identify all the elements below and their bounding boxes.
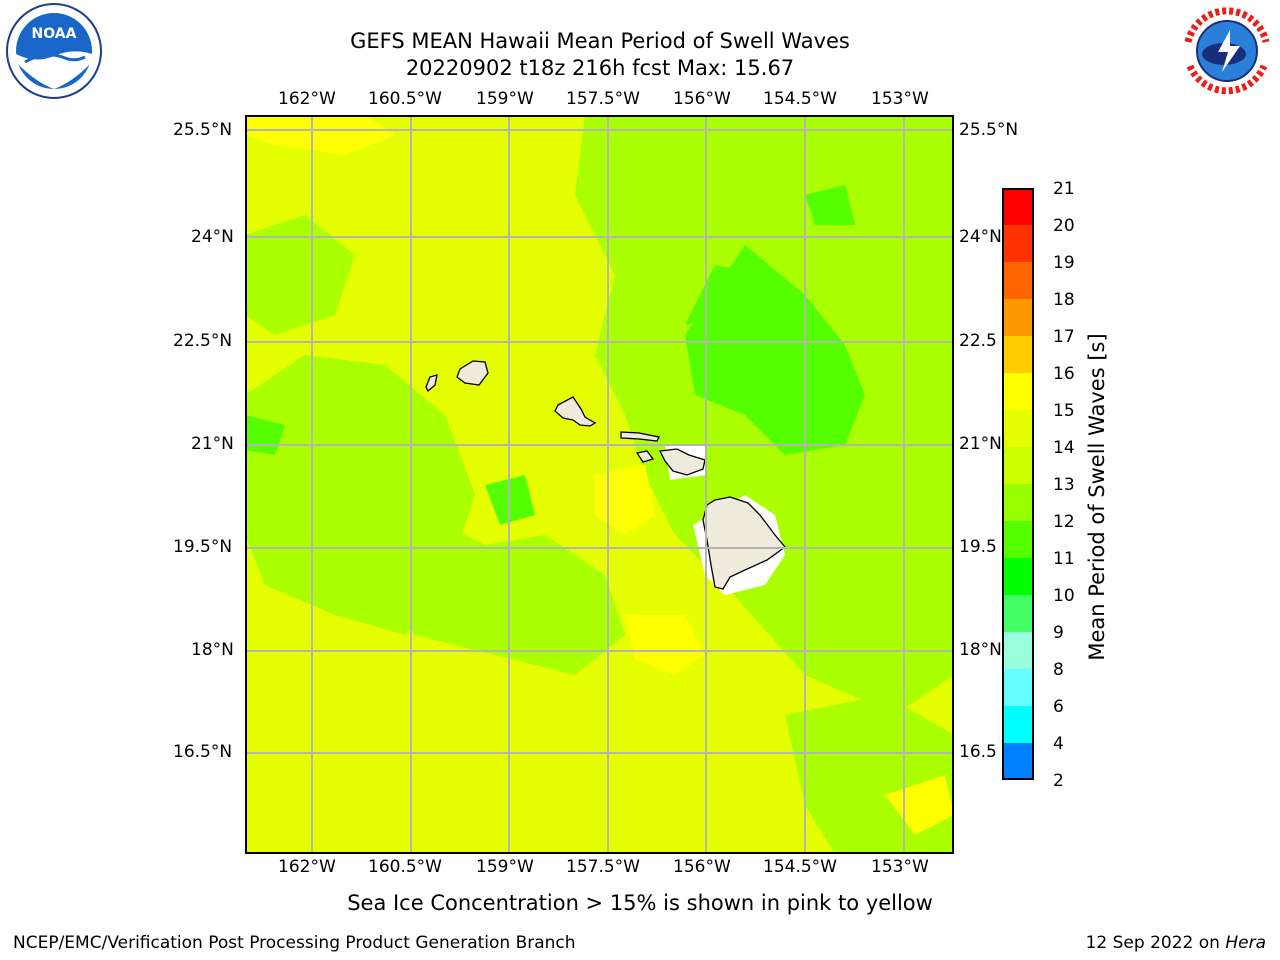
island-maui bbox=[659, 448, 706, 476]
island-niihau bbox=[425, 374, 438, 393]
nws-logo bbox=[1178, 2, 1276, 100]
colorbar bbox=[1002, 188, 1034, 780]
colorbar-tick: 20 bbox=[1053, 216, 1075, 236]
colorbar-tick: 9 bbox=[1053, 623, 1064, 643]
field-region-lime bbox=[365, 515, 625, 675]
host-name: Hera bbox=[1225, 933, 1266, 953]
lat-tick-right: 18°N bbox=[959, 640, 1002, 660]
lat-tick-left: 21°N bbox=[191, 434, 234, 454]
lat-tick-right: 21°N bbox=[959, 434, 1002, 454]
island-lanai bbox=[635, 450, 655, 463]
colorbar-tick: 8 bbox=[1053, 660, 1064, 680]
field-region-yellow bbox=[625, 615, 705, 675]
plot-title-line2: 20220902 t18z 216h fcst Max: 15.67 bbox=[405, 56, 795, 80]
field-region-green bbox=[805, 185, 855, 225]
colorbar-swatches bbox=[1002, 188, 1034, 780]
lon-tick-bottom: 156°W bbox=[673, 857, 731, 877]
colorbar-tick: 2 bbox=[1053, 771, 1064, 791]
field-region-yellow bbox=[245, 115, 395, 155]
colorbar-tick: 10 bbox=[1053, 586, 1075, 606]
lat-tick-right: 22.5 bbox=[959, 331, 997, 351]
sea-ice-caption: Sea Ice Concentration > 15% is shown in … bbox=[347, 891, 933, 915]
field-region-yellow bbox=[595, 465, 655, 535]
run-date: 12 Sep 2022 on Hera bbox=[1086, 933, 1266, 953]
field-region-yellow bbox=[885, 775, 954, 835]
lon-tick-bottom: 153°W bbox=[871, 857, 929, 877]
lon-tick-top: 154.5°W bbox=[763, 89, 837, 109]
island-kauai bbox=[456, 360, 489, 386]
field-region-lime bbox=[245, 215, 355, 335]
colorbar-tick: 19 bbox=[1053, 253, 1075, 273]
colorbar-tick: 4 bbox=[1053, 734, 1064, 754]
colorbar-tick: 18 bbox=[1053, 290, 1075, 310]
run-date-text: 12 Sep 2022 on bbox=[1085, 933, 1220, 953]
producer-credit: NCEP/EMC/Verification Post Processing Pr… bbox=[13, 933, 576, 953]
lon-tick-bottom: 160.5°W bbox=[368, 857, 442, 877]
colorbar-tick: 13 bbox=[1053, 475, 1075, 495]
map-panel bbox=[245, 115, 954, 854]
lon-tick-top: 159°W bbox=[476, 89, 534, 109]
lat-tick-left: 25.5°N bbox=[173, 120, 233, 140]
lat-tick-left: 22.5°N bbox=[173, 331, 233, 351]
island-molokai bbox=[620, 431, 660, 442]
island-oahu bbox=[554, 396, 597, 427]
colorbar-tick: 21 bbox=[1053, 179, 1075, 199]
lat-tick-right: 19.5 bbox=[959, 537, 997, 557]
colorbar-tick: 14 bbox=[1053, 438, 1075, 458]
lat-tick-right: 24°N bbox=[959, 227, 1002, 247]
colorbar-tick: 16 bbox=[1053, 364, 1075, 384]
colorbar-tick: 6 bbox=[1053, 697, 1064, 717]
lat-tick-left: 18°N bbox=[191, 640, 234, 660]
lon-tick-top: 160.5°W bbox=[368, 89, 442, 109]
colorbar-tick: 15 bbox=[1053, 401, 1075, 421]
lon-tick-bottom: 154.5°W bbox=[763, 857, 837, 877]
colorbar-tick: 11 bbox=[1053, 549, 1075, 569]
colorbar-label: Mean Period of Swell Waves [s] bbox=[1085, 333, 1109, 661]
lon-tick-top: 156°W bbox=[673, 89, 731, 109]
lon-tick-bottom: 157.5°W bbox=[566, 857, 640, 877]
gridlines bbox=[245, 115, 954, 854]
lon-tick-top: 153°W bbox=[871, 89, 929, 109]
lon-tick-top: 162°W bbox=[278, 89, 336, 109]
lat-tick-left: 24°N bbox=[191, 227, 234, 247]
noaa-logo: NOAA bbox=[5, 2, 103, 100]
svg-text:NOAA: NOAA bbox=[32, 26, 77, 42]
lat-tick-left: 19.5°N bbox=[173, 537, 233, 557]
lat-tick-right: 16.5 bbox=[959, 742, 997, 762]
plot-title-line1: GEFS MEAN Hawaii Mean Period of Swell Wa… bbox=[350, 29, 850, 53]
colorbar-tick: 12 bbox=[1053, 512, 1075, 532]
lon-tick-bottom: 162°W bbox=[278, 857, 336, 877]
lon-tick-top: 157.5°W bbox=[566, 89, 640, 109]
colorbar-tick: 17 bbox=[1053, 327, 1075, 347]
lon-tick-bottom: 159°W bbox=[476, 857, 534, 877]
lat-tick-left: 16.5°N bbox=[173, 742, 233, 762]
lat-tick-right: 25.5°N bbox=[959, 120, 1019, 140]
